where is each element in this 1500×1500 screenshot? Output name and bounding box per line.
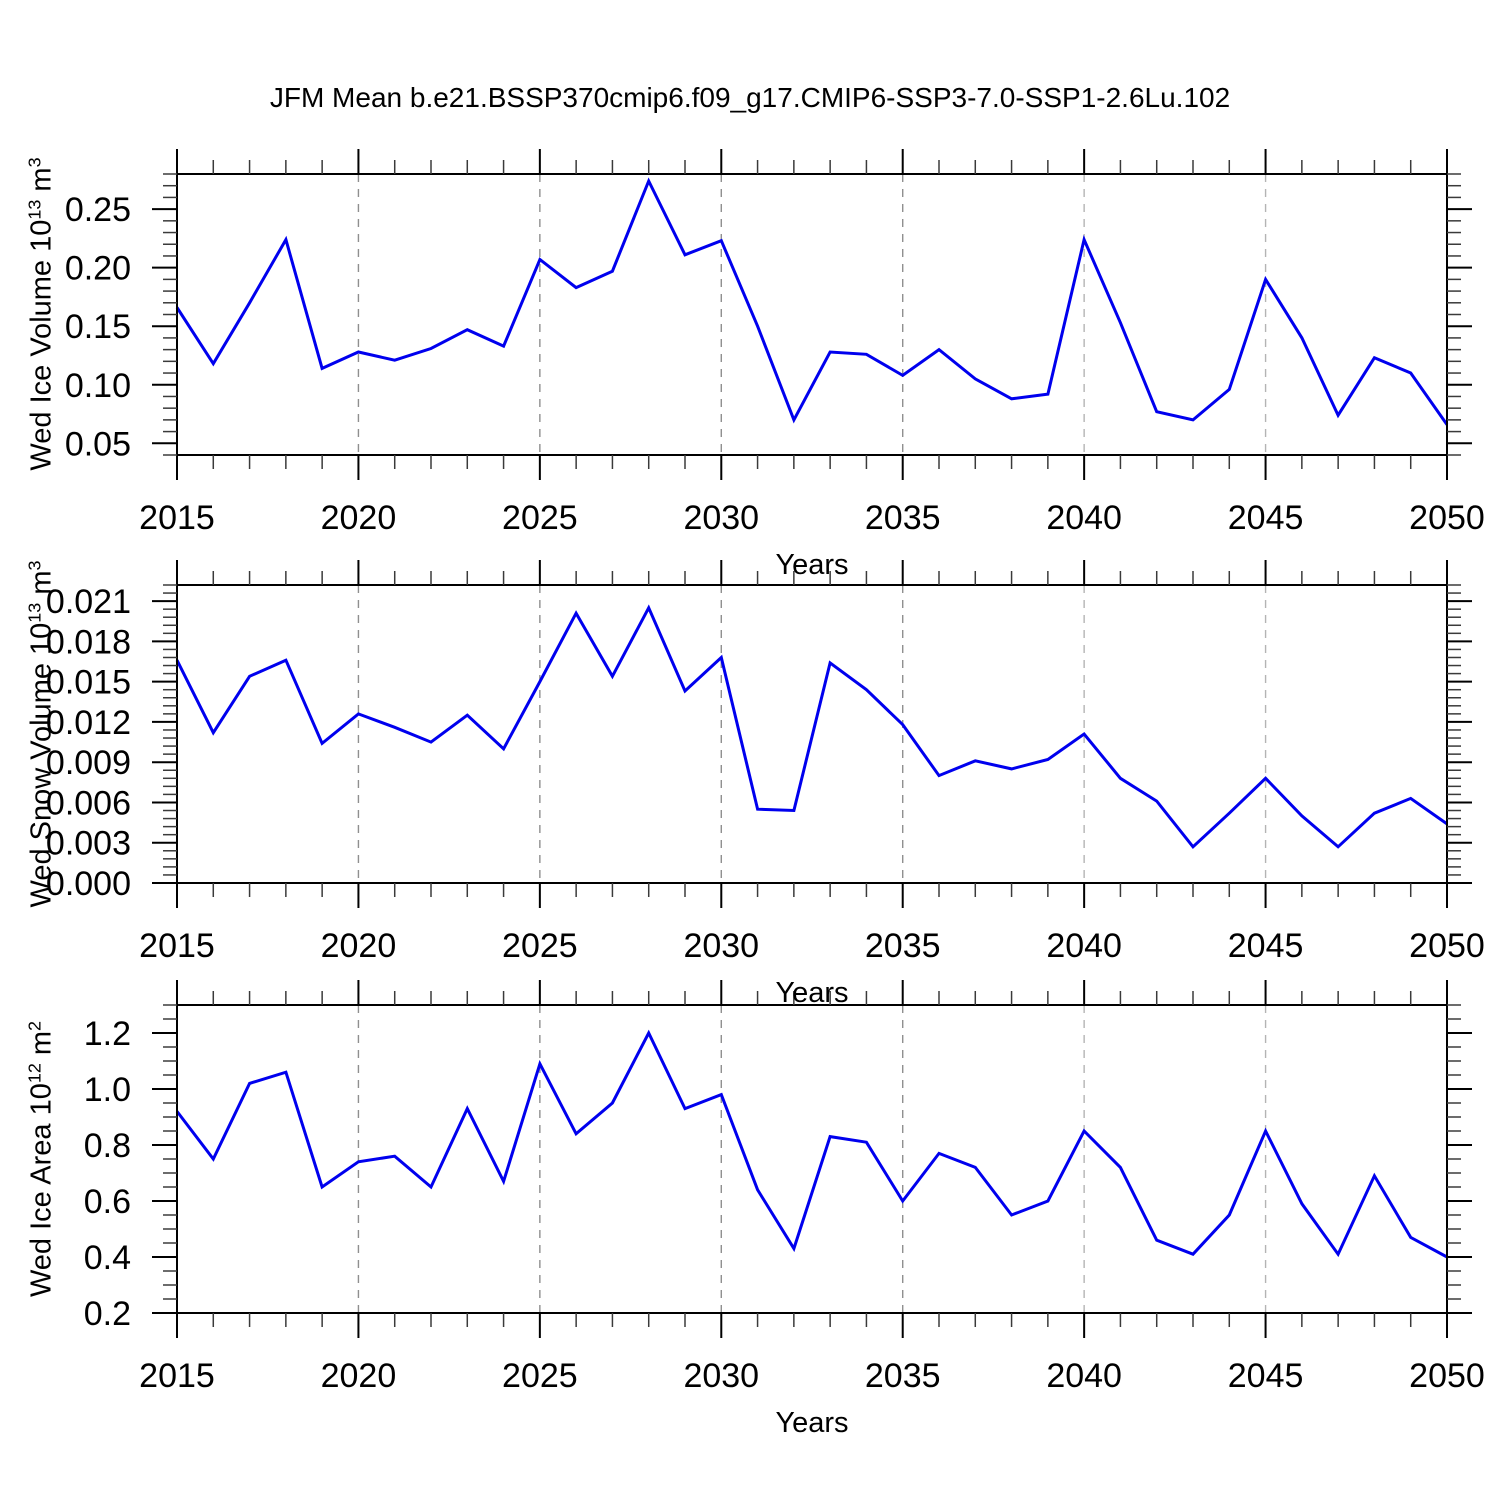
y-tick-label: 0.012 xyxy=(46,704,131,742)
y-tick-label: 0.000 xyxy=(46,865,131,903)
y-axis-label-unit: m xyxy=(25,570,58,603)
x-tick-label: 2035 xyxy=(865,927,941,965)
y-tick-label: 0.20 xyxy=(65,250,131,288)
data-line xyxy=(175,177,1449,426)
plot-frame xyxy=(176,584,1448,884)
x-tick-label: 2035 xyxy=(865,499,941,537)
y-axis-label-text: Wed Ice Volume 10 xyxy=(25,219,58,471)
y-tick-label: 0.25 xyxy=(65,191,131,229)
y-tick-label: 0.018 xyxy=(46,623,131,661)
x-tick-label: 2015 xyxy=(139,1357,215,1395)
y-axis-label-text: Wed Ice Area 10 xyxy=(25,1083,58,1298)
x-axis-label: Years xyxy=(775,977,849,1009)
y-axis-label-exponent: 13 xyxy=(24,602,45,623)
x-tick-label: 2045 xyxy=(1228,927,1304,965)
x-tick-label: 2020 xyxy=(321,927,397,965)
plot-frame xyxy=(176,173,1448,456)
y-tick-label: 0.05 xyxy=(65,425,131,463)
x-tick-label: 2050 xyxy=(1409,499,1485,537)
wed-ice-volume-plot: 0.05 0.10 0.15 0.20 0.25 2015 2020 2025 2030 2035… xyxy=(65,149,1485,537)
x-tick-label: 2020 xyxy=(321,1357,397,1395)
x-tick-label: 2050 xyxy=(1409,1357,1485,1395)
y-tick-label: 0.10 xyxy=(65,367,131,405)
y-axis-label-snow-volume: Wed Snow Volume 1013 m3 xyxy=(24,560,59,908)
x-tick-label: 2025 xyxy=(502,1357,578,1395)
y-tick-label: 0.6 xyxy=(84,1183,131,1221)
y-tick-label: 0.006 xyxy=(46,784,131,822)
x-axis-label: Years xyxy=(775,549,849,581)
x-tick-label: 2020 xyxy=(321,499,397,537)
data-line xyxy=(175,1029,1448,1259)
y-axis-label-exponent: 13 xyxy=(24,199,45,220)
y-axis-label-unit-exponent: 2 xyxy=(24,1020,45,1031)
y-tick-label: 0.8 xyxy=(84,1127,131,1165)
x-tick-label: 2030 xyxy=(683,1357,759,1395)
y-tick-label: 0.15 xyxy=(65,308,131,346)
x-axis-label: Years xyxy=(775,1407,849,1439)
x-tick-label: 2045 xyxy=(1228,499,1304,537)
x-tick-label: 2035 xyxy=(865,1357,941,1395)
y-tick-label: 0.003 xyxy=(46,825,131,863)
x-tick-label: 2025 xyxy=(502,927,578,965)
y-axis-label-unit-exponent: 3 xyxy=(24,560,45,571)
y-tick-label: 0.009 xyxy=(46,744,131,782)
y-axis-label-unit: m xyxy=(25,1030,58,1064)
x-tick-label: 2040 xyxy=(1046,927,1122,965)
x-tick-label: 2050 xyxy=(1409,927,1485,965)
y-axis-label-unit: m xyxy=(25,167,58,200)
figure-title: JFM Mean b.e21.BSSP370cmip6.f09_g17.CMIP… xyxy=(269,82,1231,113)
y-tick-label: 0.4 xyxy=(84,1239,131,1277)
y-tick-label: 1.0 xyxy=(84,1071,131,1109)
y-tick-label: 0.021 xyxy=(46,583,131,621)
y-tick-label: 0.2 xyxy=(84,1295,131,1333)
wed-ice-area-plot: 0.2 0.4 0.6 0.8 1.0 1.2 2015 2020 2025 2030 2035 20… xyxy=(84,980,1485,1395)
y-axis-label-unit-exponent: 3 xyxy=(24,157,45,168)
x-tick-label: 2015 xyxy=(139,499,215,537)
x-tick-label: 2025 xyxy=(502,499,578,537)
y-tick-label: 0.015 xyxy=(46,664,131,702)
x-tick-label: 2015 xyxy=(139,927,215,965)
y-axis-label-ice-area: Wed Ice Area 1012 m2 xyxy=(24,1020,59,1298)
y-axis-label-exponent: 12 xyxy=(24,1063,45,1084)
y-tick-label: 1.2 xyxy=(84,1015,131,1053)
x-tick-label: 2030 xyxy=(683,499,759,537)
data-line xyxy=(175,604,1448,849)
y-axis-label-text: Wed Snow Volume 10 xyxy=(25,622,58,908)
x-tick-label: 2030 xyxy=(683,927,759,965)
x-tick-label: 2040 xyxy=(1046,499,1122,537)
x-tick-label: 2045 xyxy=(1228,1357,1304,1395)
x-tick-label: 2040 xyxy=(1046,1357,1122,1395)
wed-snow-volume-plot: 0.0000.0030.0060.0090.0120.0150.0180.021… xyxy=(46,560,1485,965)
y-axis-label-ice-volume: Wed Ice Volume 1013 m3 xyxy=(24,157,59,471)
